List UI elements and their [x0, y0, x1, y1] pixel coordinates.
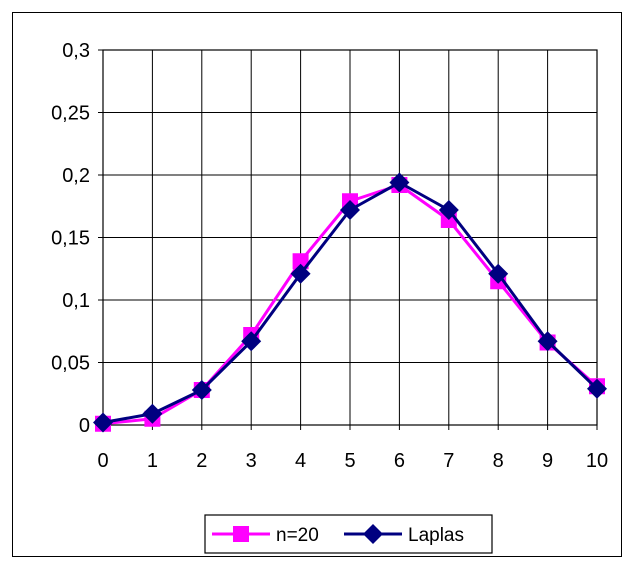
point-laplas-7	[438, 200, 459, 220]
series-layer	[93, 172, 607, 433]
point-laplas-4	[290, 263, 311, 284]
y-tick-label-2: 0,1	[62, 290, 90, 312]
point-laplas-3	[241, 331, 262, 352]
point-laplas-1	[142, 403, 163, 424]
x-tick-label-3: 3	[246, 450, 257, 472]
x-tick-label-0: 0	[97, 450, 108, 472]
x-tick-label-4: 4	[295, 450, 306, 472]
y-tick-label-5: 0,25	[51, 103, 90, 125]
point-laplas-2	[191, 380, 212, 400]
point-laplas-6	[389, 172, 410, 193]
y-tick-label-0: 0	[79, 415, 90, 437]
x-tick-label-10: 10	[586, 450, 608, 472]
point-laplas-0	[93, 412, 113, 433]
point-laplas-10	[587, 378, 607, 399]
x-tick-label-7: 7	[443, 450, 454, 472]
x-tick-label-2: 2	[196, 450, 207, 472]
legend-marker-laplas	[363, 524, 383, 544]
y-tick-label-4: 0,2	[62, 165, 90, 187]
series-laplas	[93, 172, 607, 433]
x-tick-label-8: 8	[493, 450, 504, 472]
x-axis-ticks: 0 1 2 3 4 5 6 7 8 9 10	[97, 450, 608, 472]
y-tick-label-6: 0,3	[62, 40, 90, 62]
point-laplas-9	[537, 331, 558, 352]
x-tick-label-5: 5	[344, 450, 355, 472]
y-axis-ticks: 0 0,05 0,1 0,15 0,2 0,25 0,3	[51, 40, 90, 437]
x-tick-label-9: 9	[542, 450, 553, 472]
legend-label-n20: n=20	[276, 525, 319, 546]
legend: n=20 Laplas	[204, 514, 493, 554]
y-tick-label-1: 0,05	[51, 353, 90, 375]
grid	[98, 49, 598, 430]
y-tick-label-3: 0,15	[51, 228, 90, 250]
legend-label-laplas: Laplas	[408, 525, 464, 546]
point-n20-4	[292, 253, 309, 270]
x-tick-label-1: 1	[147, 450, 158, 472]
plot-border	[102, 49, 598, 426]
point-laplas-5	[340, 200, 360, 220]
legend-marker-n20	[233, 526, 249, 542]
chart-frame	[12, 12, 622, 557]
point-laplas-8	[488, 263, 509, 284]
x-tick-label-6: 6	[394, 450, 405, 472]
